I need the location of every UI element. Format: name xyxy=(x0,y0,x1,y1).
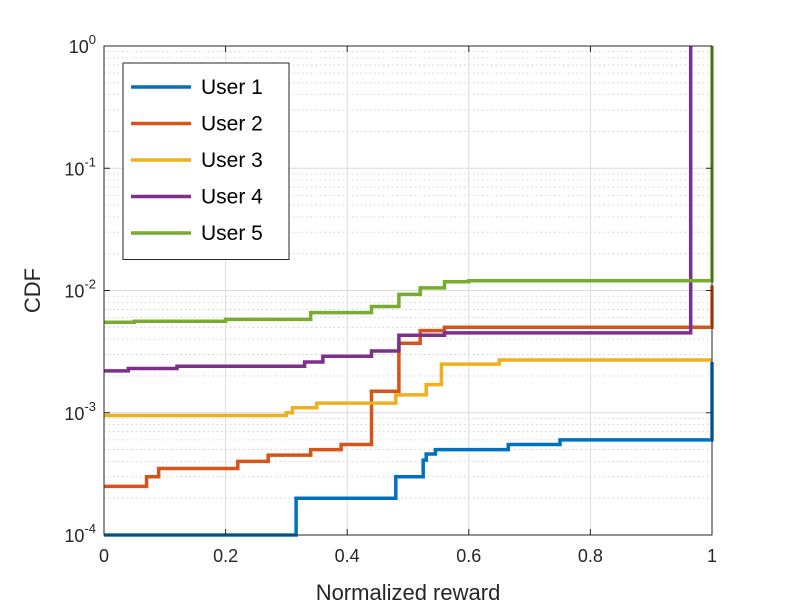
series-line-user-2 xyxy=(104,285,714,489)
y-tick-label: 10-1 xyxy=(64,154,96,179)
legend-label-user-1: User 1 xyxy=(201,76,263,99)
ticks xyxy=(103,45,713,536)
series-line-user-1 xyxy=(104,362,714,537)
y-tick-label-base: 10 xyxy=(64,159,84,179)
y-tick-label-exponent: -4 xyxy=(84,521,96,536)
y-tick-label: 10-3 xyxy=(64,399,96,424)
x-tick-label: 0.4 xyxy=(335,546,360,566)
y-tick-label-base: 10 xyxy=(64,526,84,546)
x-tick-label: 1 xyxy=(707,546,717,566)
x-tick-labels: 0 0.2 0.4 0.6 0.8 1 xyxy=(99,546,717,566)
series-line-user-4 xyxy=(104,46,693,373)
series-line-user-3 xyxy=(104,358,712,418)
legend: User 1 User 2 User 3 User 4 User 5 xyxy=(122,62,290,260)
y-tick-label-exponent: 0 xyxy=(89,32,96,47)
legend-label-user-4: User 4 xyxy=(201,186,263,209)
series-line-user-5 xyxy=(104,46,714,324)
y-tick-label-base: 10 xyxy=(64,404,84,424)
x-tick-label: 0.8 xyxy=(578,546,603,566)
legend-label-user-3: User 3 xyxy=(201,149,263,172)
y-tick-label-base: 10 xyxy=(64,282,84,302)
y-tick-label-exponent: -1 xyxy=(84,154,96,169)
x-axis-label: Normalized reward xyxy=(316,580,501,605)
series-layer xyxy=(104,46,714,537)
x-tick-label: 0 xyxy=(99,546,109,566)
legend-label-user-2: User 2 xyxy=(201,113,263,136)
y-axis-label: CDF xyxy=(20,268,45,313)
x-tick-label: 0.2 xyxy=(213,546,238,566)
y-tick-label-exponent: -3 xyxy=(84,399,96,414)
y-tick-label-base: 10 xyxy=(69,37,89,57)
y-tick-label: 10-4 xyxy=(64,521,96,546)
y-tick-label: 100 xyxy=(69,32,96,57)
y-tick-label: 10-2 xyxy=(64,277,96,302)
y-tick-label-exponent: -2 xyxy=(84,277,96,292)
legend-label-user-5: User 5 xyxy=(201,222,263,245)
x-tick-label: 0.6 xyxy=(456,546,481,566)
